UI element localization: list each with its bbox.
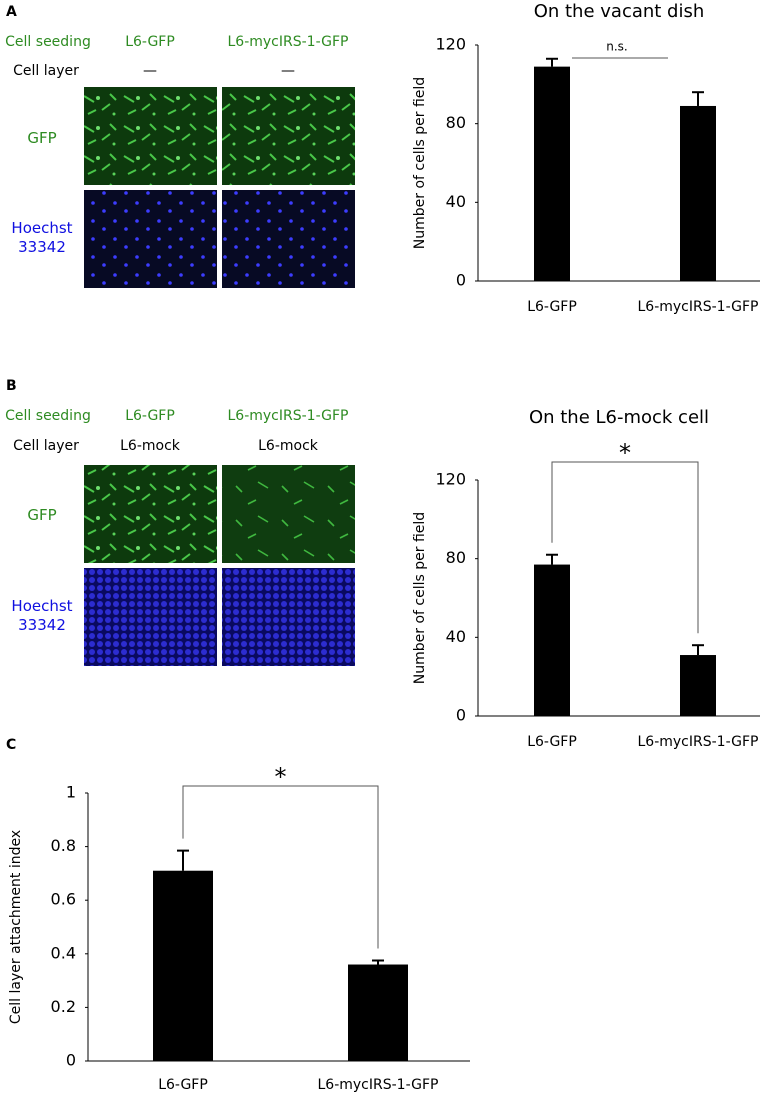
y-axis-label: Number of cells per field xyxy=(412,512,428,684)
y-tick-label: 0.4 xyxy=(51,943,76,962)
row-header: Cell seeding xyxy=(5,408,91,424)
column-label: L6-mock xyxy=(258,438,318,454)
y-tick-label: 0.8 xyxy=(51,836,76,855)
row-header: Cell seeding xyxy=(5,34,91,50)
y-tick-label: 40 xyxy=(446,627,466,646)
chart-title: On the vacant dish xyxy=(534,1,705,22)
significance-bracket xyxy=(551,461,699,634)
column-label: L6-GFP xyxy=(125,34,175,50)
y-tick-label: 0 xyxy=(66,1051,76,1070)
y-tick-label: 0 xyxy=(456,271,466,290)
micrograph xyxy=(222,87,355,185)
column-label: L6-GFP xyxy=(125,408,175,424)
row-label: Hoechst 33342 xyxy=(11,597,73,634)
column-label: L6-mycIRS-1-GFP xyxy=(227,34,349,50)
column-label: — xyxy=(143,63,157,79)
column-label: L6-mycIRS-1-GFP xyxy=(227,408,349,424)
micrograph xyxy=(84,465,217,563)
column-label: — xyxy=(281,63,295,79)
micrograph xyxy=(222,465,355,563)
panel-label: B xyxy=(6,378,17,394)
x-tick-label: L6-GFP xyxy=(527,299,577,315)
column-label: L6-mock xyxy=(120,438,180,454)
y-tick-label: 120 xyxy=(435,35,466,54)
y-tick-label: 0 xyxy=(456,706,466,725)
significance-bracket xyxy=(182,785,379,949)
micrograph xyxy=(84,568,217,666)
x-tick-label: L6-mycIRS-1-GFP xyxy=(638,734,759,750)
annotation: * xyxy=(619,439,631,467)
row-header: Cell layer xyxy=(13,63,79,79)
row-label: Hoechst 33342 xyxy=(11,219,73,256)
bar xyxy=(348,964,408,1061)
y-tick-label: 80 xyxy=(446,113,466,132)
y-tick-label: 1 xyxy=(66,783,76,802)
micrograph xyxy=(222,568,355,666)
y-tick-label: 0.6 xyxy=(51,890,76,909)
row-header: Cell layer xyxy=(13,438,79,454)
x-tick-label: L6-GFP xyxy=(527,734,577,750)
bar xyxy=(534,564,570,716)
micrograph xyxy=(222,190,355,288)
bar xyxy=(680,105,716,281)
y-axis-label: Number of cells per field xyxy=(412,77,428,249)
x-tick-label: L6-mycIRS-1-GFP xyxy=(638,299,759,315)
micrograph xyxy=(84,87,217,185)
annotation: * xyxy=(275,763,287,791)
row-label: GFP xyxy=(27,129,57,147)
x-tick-label: L6-mycIRS-1-GFP xyxy=(318,1077,439,1093)
bar xyxy=(153,870,213,1061)
y-tick-label: 40 xyxy=(446,192,466,211)
y-tick-label: 80 xyxy=(446,548,466,567)
micrograph xyxy=(84,190,217,288)
panel-label: C xyxy=(6,737,17,753)
row-label: GFP xyxy=(27,506,57,524)
y-tick-label: 0.2 xyxy=(51,997,76,1016)
y-axis-label: Cell layer attachment index xyxy=(8,830,24,1024)
chart-title: On the L6-mock cell xyxy=(529,407,709,428)
bar xyxy=(680,655,716,716)
y-tick-label: 120 xyxy=(435,470,466,489)
panel-label: A xyxy=(6,4,17,20)
bar xyxy=(534,66,570,281)
annotation: n.s. xyxy=(606,40,628,54)
x-tick-label: L6-GFP xyxy=(158,1077,208,1093)
